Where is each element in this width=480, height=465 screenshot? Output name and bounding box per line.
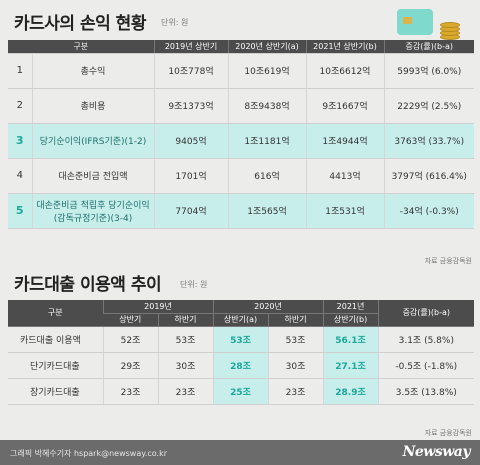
value-cell-highlighted: 28.9조: [322, 378, 379, 405]
row-item-line1: 대손준비금 적립후 당기순이익: [36, 200, 150, 211]
value-cell-highlighted: 56.1조: [322, 326, 379, 353]
value-2021: 4413억: [305, 158, 385, 194]
row-item-line2: (감독규정기준)(3-4): [53, 213, 133, 224]
value-cell: 23조: [102, 378, 158, 405]
row-label: 단기카드대출: [8, 352, 103, 379]
row-number: 2: [8, 88, 32, 124]
header-cell: 증감(률)(b-a): [383, 40, 475, 54]
header-cell: 2019년 상반기: [153, 40, 229, 54]
section2-title: 카드대출 이용액 추이: [14, 275, 162, 295]
value-2021: 1조531억: [305, 193, 385, 229]
value-2021: 9조1667억: [305, 88, 385, 124]
table-row: 단기카드대출 29조 30조 28조 30조 27.1조 -0.5조 (-1.8…: [8, 352, 475, 379]
value-cell-highlighted: 53조: [212, 326, 269, 353]
table-row: 장기카드대출 23조 23조 25조 23조 28.9조 3.5조 (13.8%…: [8, 378, 475, 405]
profit-table: 구분 2019년 상반기 2020년 상반기(a) 2021년 상반기(b) 증…: [8, 40, 475, 229]
value-2020: 1조565억: [227, 193, 307, 229]
value-2021: 10조6612억: [305, 53, 385, 89]
value-2020: 8조9438억: [227, 88, 307, 124]
row-item: 총수익: [31, 53, 155, 89]
table-header-row: 구분 2019년 상반기 2020년 상반기(a) 2021년 상반기(b) 증…: [8, 40, 475, 54]
subheader-cell: 하반기: [267, 313, 324, 327]
table-row: 카드대출 이용액 52조 53조 53조 53조 56.1조 3.1조 (5.8…: [8, 326, 475, 353]
section1-title: 카드사의 손익 현황: [14, 14, 146, 34]
value-change: -34억 (-0.3%): [383, 193, 475, 229]
value-cell: 23조: [157, 378, 214, 405]
header-cell: 증감(률)(b-a): [377, 300, 475, 327]
header-cell: 구분: [8, 300, 103, 327]
value-2019: 9405억: [153, 123, 229, 159]
brand-logo: Newsway: [402, 444, 471, 460]
row-number: 4: [8, 158, 32, 194]
value-cell: 53조: [157, 326, 214, 353]
table-header-row: 구분 2019년 2020년 2021년 증감(률)(b-a): [8, 300, 475, 327]
header-cell: 2020년: [212, 300, 324, 314]
header-cell: 2021년 상반기(b): [305, 40, 385, 54]
value-2019: 1701억: [153, 158, 229, 194]
change-cell: 3.5조 (13.8%): [377, 378, 475, 405]
value-2019: 9조1373억: [153, 88, 229, 124]
header-cell: 2020년 상반기(a): [227, 40, 307, 54]
value-cell-highlighted: 28조: [212, 352, 269, 379]
subheader-cell: 상반기(a): [212, 313, 269, 327]
row-number: 3: [8, 123, 32, 159]
card-chip: [403, 17, 412, 24]
table-row-highlighted: 3 당기순이익(IFRS기준)(1-2) 9405억 1조1181억 1조494…: [8, 123, 475, 159]
row-number: 1: [8, 53, 32, 89]
value-change: 2229억 (2.5%): [383, 88, 475, 124]
value-change: 3797억 (616.4%): [383, 158, 475, 194]
table-subheader-row: 상반기 하반기 상반기(a) 하반기 상반기(b): [8, 313, 474, 327]
value-cell: 29조: [102, 352, 158, 379]
row-item: 당기순이익(IFRS기준)(1-2): [31, 123, 155, 159]
graphic-credit: 그래픽 박혜수기자 hspark@newsway.co.kr: [10, 449, 168, 458]
value-cell: 30조: [157, 352, 214, 379]
value-cell-highlighted: 25조: [212, 378, 269, 405]
source-note: 자료 금융감독원: [424, 429, 472, 437]
value-2019: 10조778억: [153, 53, 229, 89]
value-2020: 10조619억: [227, 53, 307, 89]
value-2020: 1조1181억: [227, 123, 307, 159]
section2-unit: 단위: 원: [180, 280, 208, 289]
value-cell: 30조: [267, 352, 324, 379]
row-item: 총비용: [31, 88, 155, 124]
change-cell: 3.1조 (5.8%): [377, 326, 475, 353]
footer-bar: 그래픽 박혜수기자 hspark@newsway.co.kr Newsway: [0, 440, 480, 465]
header-cell: 2019년: [102, 300, 214, 314]
subheader-cell: 하반기: [157, 313, 214, 327]
row-label: 장기카드대출: [8, 378, 103, 405]
card-loan-table: 구분 2019년 2020년 2021년 증감(률)(b-a) 상반기 하반기 …: [8, 300, 475, 405]
credit-card-icon: [397, 9, 433, 35]
table-row: 4 대손준비금 전입액 1701억 616억 4413억 3797억 (616.…: [8, 158, 475, 194]
table-row: 2 총비용 9조1373억 8조9438억 9조1667억 2229억 (2.5…: [8, 88, 475, 124]
value-change: 5993억 (6.0%): [383, 53, 475, 89]
value-cell: 23조: [267, 378, 324, 405]
value-cell: 52조: [102, 326, 158, 353]
value-2020: 616억: [227, 158, 307, 194]
row-item: 대손준비금 전입액: [31, 158, 155, 194]
row-item: 대손준비금 적립후 당기순이익 (감독규정기준)(3-4): [31, 193, 155, 229]
coin: [440, 22, 460, 28]
value-2021: 1조4944억: [305, 123, 385, 159]
row-label: 카드대출 이용액: [8, 326, 103, 353]
subheader-cell: 상반기: [103, 313, 158, 327]
table-row: 1 총수익 10조778억 10조619억 10조6612억 5993억 (6.…: [8, 53, 475, 89]
value-2019: 7704억: [153, 193, 229, 229]
table-row-highlighted: 5 대손준비금 적립후 당기순이익 (감독규정기준)(3-4) 7704억 1조…: [8, 193, 475, 229]
value-cell-highlighted: 27.1조: [322, 352, 379, 379]
header-cell: 구분: [8, 40, 155, 54]
header-cell: 2021년: [322, 300, 379, 314]
value-cell: 53조: [267, 326, 324, 353]
source-note: 자료 금융감독원: [424, 257, 472, 265]
subheader-cell: 상반기(b): [322, 313, 379, 327]
row-number: 5: [8, 193, 32, 229]
change-cell: -0.5조 (-1.8%): [377, 352, 475, 379]
value-change: 3763억 (33.7%): [383, 123, 475, 159]
section1-unit: 단위: 원: [161, 18, 189, 27]
